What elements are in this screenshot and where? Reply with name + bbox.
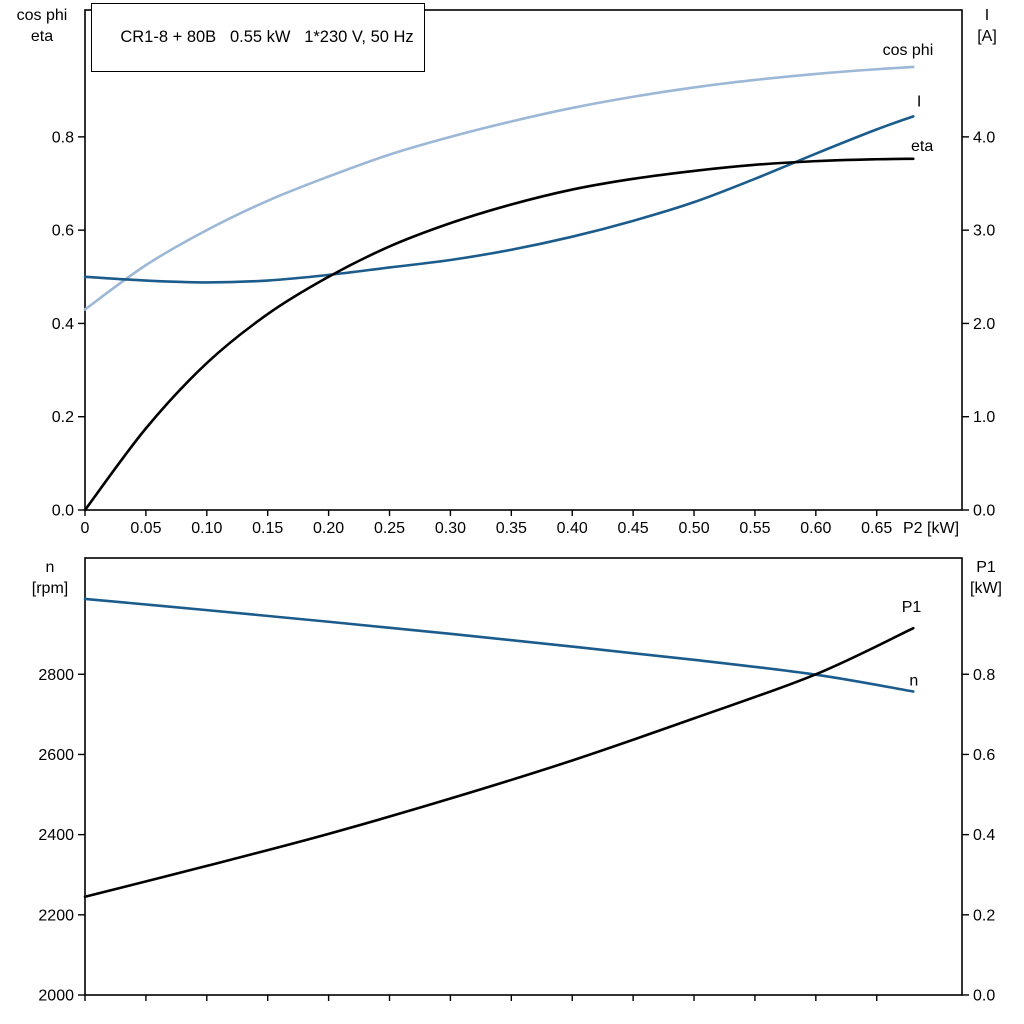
left-tick-label: 0.8 bbox=[52, 129, 74, 146]
right-tick-label: 2.0 bbox=[973, 316, 995, 333]
x-axis-label: P2 [kW] bbox=[903, 520, 959, 537]
right-tick-label: 0.2 bbox=[973, 907, 995, 924]
x-tick-label: 0.55 bbox=[739, 520, 770, 537]
curve-label-p1: P1 bbox=[902, 599, 922, 616]
x-tick-label: 0.65 bbox=[861, 520, 892, 537]
bottom-right-axis-label-line2: [kW] bbox=[970, 580, 1002, 597]
left-tick-label: 2200 bbox=[38, 907, 74, 924]
curve-eta bbox=[83, 157, 915, 512]
bottom-left-axis-label-line2: [rpm] bbox=[32, 580, 68, 597]
bottom-chart-group: 2000 2200 2400 2600 2800 0.0 0.2 0.4 0.6 0.8 n P1 bbox=[38, 557, 995, 1005]
plot-border bbox=[84, 9, 963, 511]
top-right-axis-label-line2: [A] bbox=[977, 28, 997, 45]
curve-label-eta: eta bbox=[911, 138, 933, 155]
curve-cos-phi bbox=[83, 65, 915, 311]
left-tick-label: 0.2 bbox=[52, 409, 74, 426]
left-tick-label: 2400 bbox=[38, 827, 74, 844]
top-left-axis-label-line1: cos phi bbox=[17, 7, 68, 24]
top-right-axis-label-line1: I bbox=[985, 7, 989, 24]
left-tick-label: 2600 bbox=[38, 747, 74, 764]
right-tick-label: 0.4 bbox=[973, 827, 995, 844]
left-tick-label: 2800 bbox=[38, 667, 74, 684]
x-tick-label: 0.45 bbox=[618, 520, 649, 537]
x-tick-label: 0.15 bbox=[252, 520, 283, 537]
plot-border bbox=[84, 557, 963, 996]
chart-title-box: CR1-8 + 80B 0.55 kW 1*230 V, 50 Hz bbox=[91, 3, 425, 72]
x-tick-label: 0.50 bbox=[678, 520, 709, 537]
x-tick-label: 0 bbox=[81, 520, 90, 537]
x-tick-label: 0.10 bbox=[191, 520, 222, 537]
bottom-right-axis-label-line1: P1 bbox=[976, 559, 996, 576]
x-tick-label: 0.30 bbox=[435, 520, 466, 537]
left-tick-label: 0.6 bbox=[52, 223, 74, 240]
bottom-left-axis-label-line1: n bbox=[46, 559, 55, 576]
left-tick-label: 2000 bbox=[38, 988, 74, 1005]
curve-label-n: n bbox=[909, 673, 918, 690]
x-tick-label: 0.35 bbox=[496, 520, 527, 537]
chart-title: CR1-8 + 80B 0.55 kW 1*230 V, 50 Hz bbox=[120, 28, 414, 46]
left-tick-label: 0.0 bbox=[52, 503, 74, 520]
right-tick-label: 0.0 bbox=[973, 503, 995, 520]
right-tick-label: 0.6 bbox=[973, 747, 995, 764]
curve-p1 bbox=[83, 626, 915, 899]
x-tick-label: 0.25 bbox=[374, 520, 405, 537]
curve-label-i: I bbox=[917, 93, 921, 110]
right-tick-label: 0.0 bbox=[973, 988, 995, 1005]
right-tick-label: 3.0 bbox=[973, 223, 995, 240]
curve-label-cos-phi: cos phi bbox=[883, 42, 934, 59]
right-tick-label: 1.0 bbox=[973, 409, 995, 426]
left-tick-label: 0.4 bbox=[52, 316, 74, 333]
curve-n bbox=[83, 597, 915, 693]
curve-i bbox=[83, 115, 915, 284]
x-tick-label: 0.05 bbox=[130, 520, 161, 537]
top-chart-group: 0 0.05 0.10 0.15 0.20 0.25 0.30 0.35 0.40 0.45 0.5… bbox=[52, 9, 995, 537]
top-left-axis-label-line2: eta bbox=[31, 28, 53, 45]
right-tick-label: 0.8 bbox=[973, 667, 995, 684]
x-tick-label: 0.60 bbox=[800, 520, 831, 537]
x-tick-label: 0.40 bbox=[557, 520, 588, 537]
x-tick-label: 0.20 bbox=[313, 520, 344, 537]
right-tick-label: 4.0 bbox=[973, 129, 995, 146]
